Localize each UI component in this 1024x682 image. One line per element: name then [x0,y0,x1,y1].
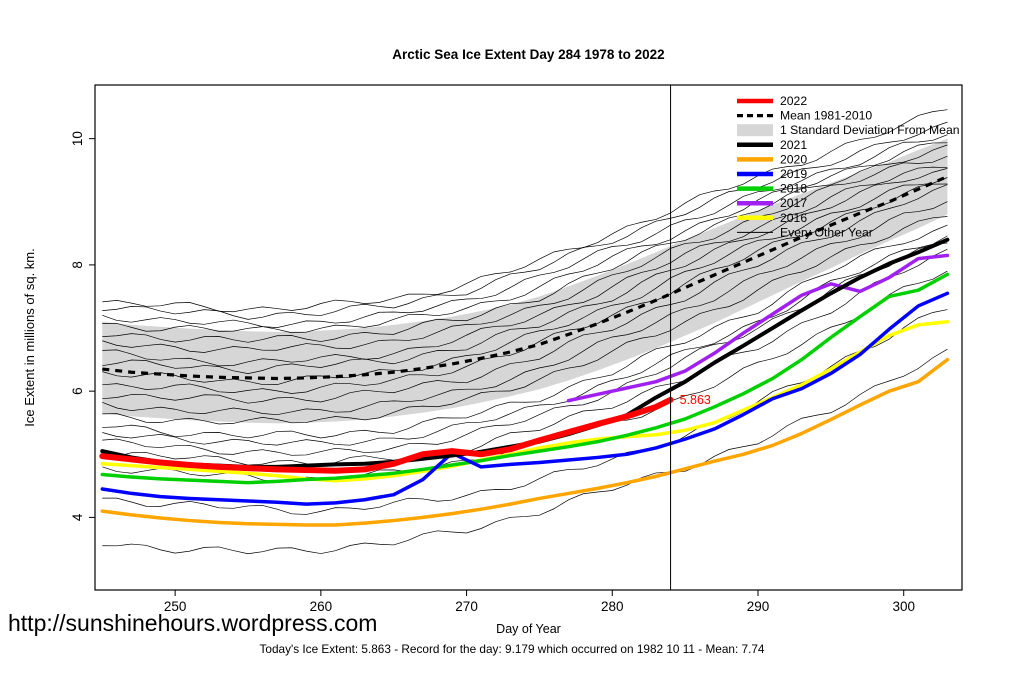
year-line-other [102,168,948,374]
y-tick-label: 8 [70,261,85,269]
year-line-2016 [100,319,950,483]
year-line-other [102,235,948,446]
legend-label: Mean 1981-2010 [780,109,872,123]
year-line-other [102,184,948,404]
plot-area: 250 260 270 280 290 300 4 6 8 10 Ice Extent in mil… [22,84,963,614]
plot-border [94,84,963,591]
y-tick-label: 10 [70,131,85,146]
x-tick-label: 300 [892,599,915,614]
chart-title: Arctic Sea Ice Extent Day 284 1978 to 20… [392,47,665,62]
y-tick-label: 6 [70,387,85,395]
year-line-2018 [100,272,950,485]
x-tick-label: 290 [747,599,770,614]
legend-label: 2020 [780,152,807,166]
legend-label: 2021 [780,138,807,152]
legend-label: Every Other Year [780,225,873,239]
year-line-other [102,166,948,367]
year-line-other [102,348,948,555]
mean-line [102,175,949,381]
year-line-other [102,155,948,353]
year-line-other [102,216,948,425]
year-line-other [102,121,948,320]
year-line-2017 [566,253,950,403]
current-value-annotation: 5.863 [680,393,711,407]
std-dev-band [102,138,948,424]
year-line-other [102,144,948,343]
year-line-2022 [99,396,674,474]
year-line-other [102,248,948,467]
year-line-other [102,177,948,386]
year-line-other [102,224,948,439]
legend-label: 2018 [780,182,807,196]
x-tick-label: 250 [164,599,187,614]
y-axis-label: Ice Extent in millions of sq. km. [22,248,37,426]
year-line-2019 [100,291,950,506]
x-tick-label: 270 [455,599,478,614]
legend-swatch-band [737,124,773,137]
legend-label: 2016 [780,211,807,225]
x-axis-label: Day of Year [496,622,561,636]
legend-label: 2019 [780,167,807,181]
year-line-2020 [100,357,950,527]
site-url: http://sunshinehours.wordpress.com [8,610,378,636]
legend-label: 2022 [780,94,807,108]
legend-label: 1 Standard Deviation From Mean [780,123,960,137]
y-tick-label: 4 [70,513,85,521]
year-line-other [102,142,948,334]
year-line-other [102,201,948,416]
summary-text: Today's Ice Extent: 5.863 - Record for t… [259,642,765,656]
x-tick-label: 280 [601,599,624,614]
legend-label: 2017 [780,196,807,210]
x-tick-label: 260 [310,599,333,614]
year-line-other [102,109,948,313]
year-line-other [102,134,948,328]
